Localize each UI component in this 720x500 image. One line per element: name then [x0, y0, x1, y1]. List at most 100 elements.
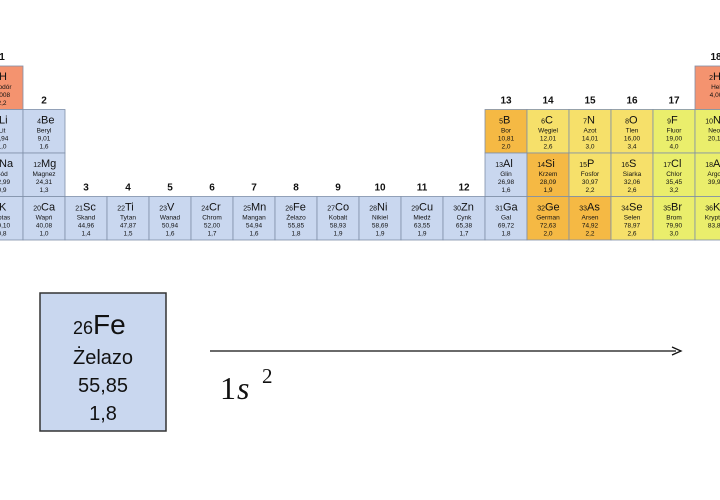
element-symbol: Zn [461, 202, 474, 214]
group-label: 16 [626, 96, 638, 107]
element-symbol: S [629, 158, 636, 170]
element-cell [694, 109, 720, 154]
electronegativity: 1,5 [123, 231, 132, 238]
electronegativity: 3,4 [627, 144, 636, 151]
group-label: 11 [417, 183, 428, 194]
electronegativity: 1,3 [39, 187, 48, 194]
element-name: Wodór [0, 84, 12, 91]
element-symbol: Cu [419, 202, 433, 214]
atomic-number: 31 [495, 206, 503, 213]
electronegativity: 1,8 [291, 231, 300, 238]
electronegativity: 1,0 [0, 144, 7, 151]
electronegativity: 1,0 [39, 231, 48, 238]
element-cell [610, 152, 654, 197]
atomic-number: 28 [369, 206, 377, 213]
element-symbol: Ar [713, 158, 720, 170]
element-symbol: Ni [377, 202, 387, 214]
element-symbol: Ne [713, 115, 720, 127]
atomic-mass: 78,97 [624, 223, 641, 230]
atomic-number: 29 [411, 206, 419, 213]
element-symbol: Kr [713, 202, 720, 214]
electronegativity: 1,6 [165, 231, 174, 238]
element-symbol: P [587, 158, 594, 170]
atomic-mass: 65,38 [456, 223, 473, 230]
electronegativity: 1,9 [333, 231, 342, 238]
element-symbol: H [0, 71, 7, 83]
atomic-mass: 9,01 [38, 136, 51, 143]
element-cell [484, 152, 528, 197]
element-symbol: C [545, 115, 553, 127]
element-symbol: He [713, 71, 720, 83]
atomic-number: 4 [37, 119, 41, 126]
atomic-mass: 69,72 [498, 223, 515, 230]
atomic-number: 21 [75, 206, 83, 213]
atomic-mass: 24,31 [36, 179, 53, 186]
electronegativity: 0,8 [0, 231, 7, 238]
element-name: Węgiel [538, 128, 558, 135]
element-cell [652, 152, 696, 197]
electronegativity: 1,4 [81, 231, 90, 238]
element-name: Brom [666, 215, 682, 222]
group-label: 2 [41, 96, 47, 107]
atomic-number: 35 [663, 206, 671, 213]
atomic-number: 34 [621, 206, 629, 213]
atomic-mass: 83,80 [708, 223, 720, 230]
atomic-mass: 26,98 [498, 179, 515, 186]
electronegativity: 2,2 [585, 187, 594, 194]
group-label: 5 [167, 183, 173, 194]
element-symbol: B [503, 115, 510, 127]
element-name: Mangan [242, 215, 266, 222]
atomic-number: 8 [625, 119, 629, 126]
element-symbol: V [167, 202, 175, 214]
atomic-number: 5 [499, 119, 503, 126]
electronegativity: 3,0 [585, 144, 594, 151]
element-cell [64, 196, 108, 241]
element-name: Tytan [120, 215, 136, 222]
atomic-mass: 58,93 [330, 223, 347, 230]
element-name: Chlor [666, 171, 682, 178]
atomic-mass: 19,00 [666, 136, 683, 143]
electronegativity: 1,6 [501, 187, 510, 194]
element-name: Krypton [705, 215, 720, 222]
element-symbol: Ga [503, 202, 519, 214]
element-cell [484, 196, 528, 241]
element-symbol: F [671, 115, 678, 127]
element-name: Arsen [582, 215, 599, 222]
element-name: Hel [711, 84, 720, 91]
element-symbol: Cr [209, 202, 221, 214]
element-symbol: Co [335, 202, 349, 214]
electronegativity: 1,6 [39, 144, 48, 151]
formula-coefficient: 1 [220, 370, 236, 406]
element-name: Argon [707, 171, 720, 178]
atomic-number: 6 [541, 119, 545, 126]
electronegativity: 1,7 [459, 231, 468, 238]
element-name: Fosfor [581, 171, 600, 178]
element-symbol: Ge [545, 202, 560, 214]
formula-orbital: s [237, 370, 249, 406]
element-cell [652, 109, 696, 154]
atomic-mass: 58,69 [372, 223, 389, 230]
atomic-mass: 16,00 [624, 136, 641, 143]
atomic-mass: 30,97 [582, 179, 599, 186]
atomic-number: 27 [327, 206, 335, 213]
atomic-mass: 47,87 [120, 223, 137, 230]
atomic-number: 25 [243, 206, 251, 213]
atomic-mass: 20,18 [708, 136, 720, 143]
element-symbol: Se [629, 202, 642, 214]
element-name: Lit [0, 128, 6, 135]
element-symbol: N [587, 115, 595, 127]
element-name: Krzem [539, 171, 558, 178]
element-cell [148, 196, 192, 241]
group-label: 10 [374, 183, 386, 194]
element-name: Chrom [202, 215, 222, 222]
electronegativity: 1,6 [249, 231, 258, 238]
electronegativity: 2,6 [627, 187, 636, 194]
element-name: Magnez [32, 171, 55, 178]
element-cell [316, 196, 360, 241]
atomic-number: 24 [201, 206, 209, 213]
element-symbol: As [587, 202, 600, 214]
atomic-number: 26 [285, 206, 293, 213]
element-symbol: Be [41, 115, 54, 127]
element-cell [652, 196, 696, 241]
atomic-mass: 50,94 [162, 223, 179, 230]
